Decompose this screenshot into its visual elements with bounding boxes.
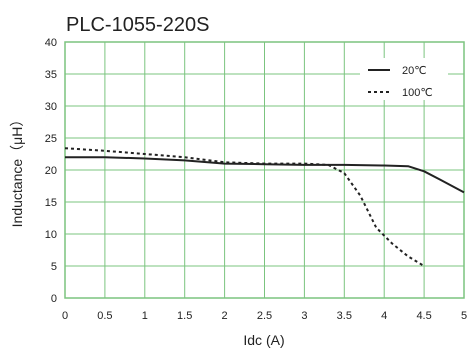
x-tick-label: 1 xyxy=(142,310,148,322)
series-layer xyxy=(64,147,465,267)
x-tick-label: 5 xyxy=(461,310,467,322)
series-line-100c xyxy=(64,147,425,267)
series-line-20c xyxy=(65,156,465,194)
tick-labels: 0 0.5 1 1.5 2 2.5 3 3.5 4 4.5 5 0 5 10 15 20 25 30 35 40 xyxy=(45,37,467,322)
y-tick-label: 25 xyxy=(45,133,57,145)
x-tick-label: 3.5 xyxy=(337,310,352,322)
y-axis-label: Inductance（μH） xyxy=(9,113,25,228)
x-axis-label: Idc (A) xyxy=(243,332,284,348)
y-tick-label: 30 xyxy=(45,101,57,113)
x-tick-label: 4.5 xyxy=(416,310,431,322)
legend: 20℃ 100℃ xyxy=(360,58,448,100)
x-tick-label: 2.5 xyxy=(257,310,272,322)
legend-label-100c: 100℃ xyxy=(402,87,433,99)
chart-title: PLC-1055-220S xyxy=(66,14,209,36)
y-tick-label: 10 xyxy=(45,229,57,241)
y-tick-label: 0 xyxy=(51,293,57,305)
y-tick-label: 5 xyxy=(51,261,57,273)
y-tick-label: 20 xyxy=(45,165,57,177)
plot-border xyxy=(64,41,465,299)
x-tick-label: 0 xyxy=(62,310,68,322)
legend-label-20c: 20℃ xyxy=(402,65,427,77)
y-tick-label: 15 xyxy=(45,197,57,209)
grid xyxy=(64,41,465,299)
x-tick-label: 2 xyxy=(222,310,228,322)
x-tick-label: 1.5 xyxy=(177,310,192,322)
y-tick-label: 35 xyxy=(45,69,57,81)
x-tick-label: 4 xyxy=(381,310,387,322)
x-tick-label: 3 xyxy=(301,310,307,322)
x-tick-label: 0.5 xyxy=(97,310,112,322)
y-tick-label: 40 xyxy=(45,37,57,49)
